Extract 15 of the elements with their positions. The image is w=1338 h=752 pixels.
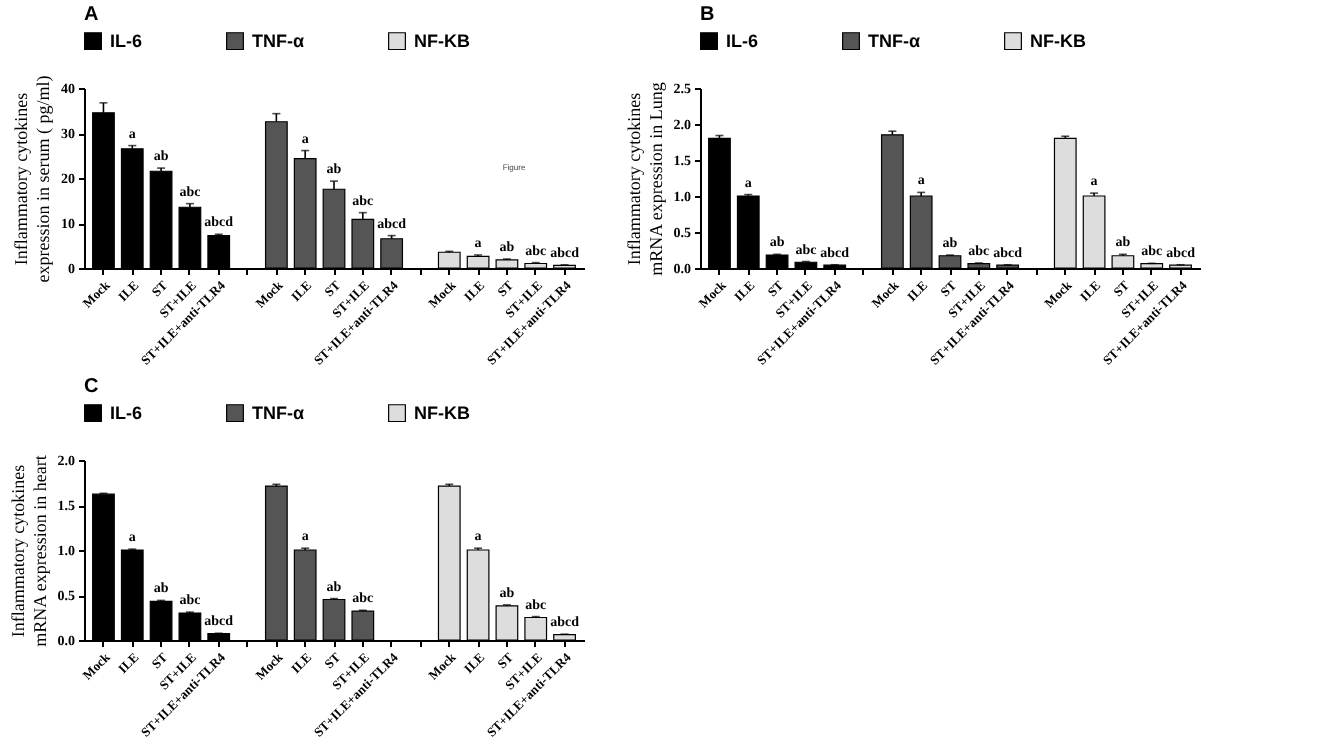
legend-label: IL-6: [110, 31, 143, 52]
chart-title: A: [84, 4, 99, 26]
chart-title: B: [700, 4, 715, 26]
legend-label: NF-KB: [414, 403, 471, 424]
legend-label: NF-KB: [414, 31, 471, 52]
legend-label: TNF-α: [868, 31, 921, 52]
legend-label: TNF-α: [252, 31, 305, 52]
y-axis-title: Inflammatory cytokines mRNA expression in Lung: [623, 81, 666, 276]
legend-label: IL-6: [726, 31, 759, 52]
legend-label: TNF-α: [252, 403, 305, 424]
y-axis-title: Inflammatory cytokines mRNA expression in heart: [7, 454, 50, 647]
legend-label: NF-KB: [1030, 31, 1087, 52]
legend-label: IL-6: [110, 403, 143, 424]
chart-title: C: [84, 376, 99, 398]
y-axis-title: Inflammatory cytokines expression in serum ( pg/ml): [11, 75, 53, 283]
